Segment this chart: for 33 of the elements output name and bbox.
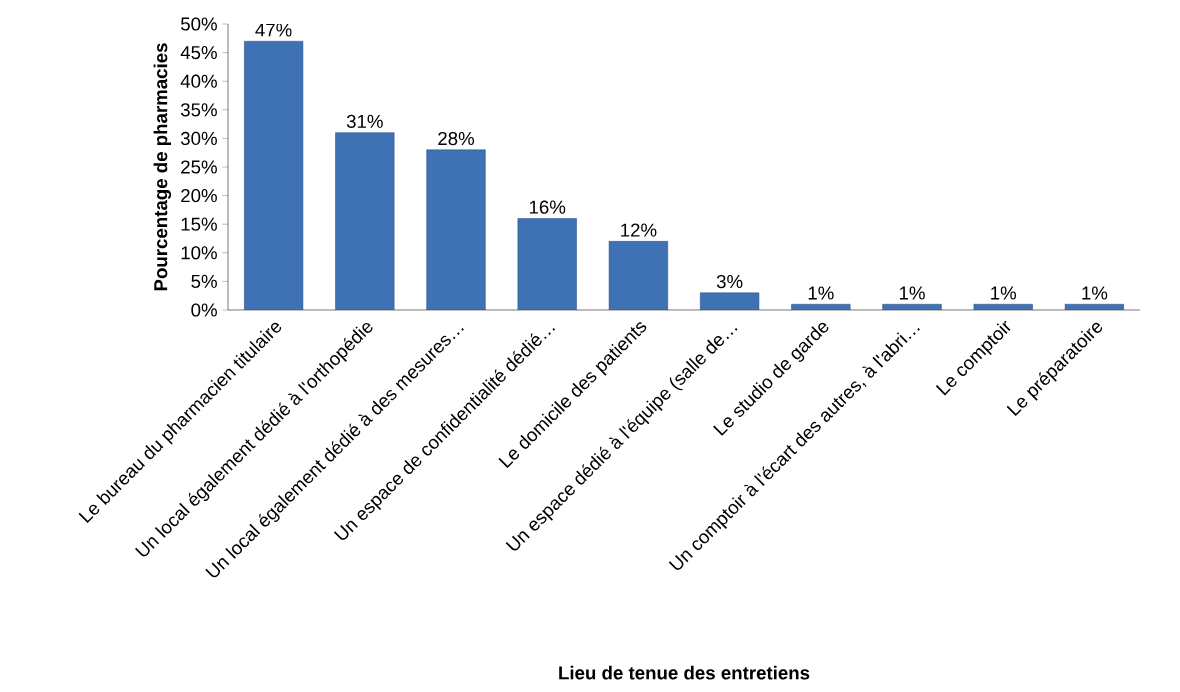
data-label: 47%	[255, 23, 292, 37]
y-tick-label: 25%	[181, 160, 217, 174]
y-tick-label: 10%	[181, 246, 217, 260]
x-axis-title: Lieu de tenue des entretiens	[559, 665, 810, 680]
data-label: 1%	[1082, 286, 1108, 300]
data-label: 16%	[529, 200, 566, 214]
y-tick-label: 5%	[191, 274, 217, 288]
bar	[335, 132, 395, 310]
bar	[973, 304, 1033, 310]
y-tick-label: 40%	[180, 74, 217, 88]
data-label: 28%	[438, 131, 475, 146]
bar	[244, 40, 304, 310]
data-label: 3%	[716, 274, 743, 289]
bar	[791, 304, 851, 310]
y-axis-title: Pourcentage de pharmacies	[153, 43, 172, 291]
bar	[882, 304, 942, 310]
y-tick-label: 15%	[181, 217, 217, 231]
bar	[608, 241, 669, 310]
bar	[426, 149, 486, 310]
data-label: 1%	[899, 286, 925, 300]
y-tick-label: 20%	[181, 188, 217, 203]
data-label: 1%	[991, 286, 1017, 300]
bar	[700, 292, 760, 310]
y-tick-label: 30%	[180, 131, 217, 146]
y-tick-label: 0%	[191, 303, 217, 317]
data-label: 31%	[346, 114, 383, 128]
data-label: 12%	[621, 223, 657, 237]
bar	[1064, 304, 1125, 310]
data-label: 1%	[808, 286, 834, 300]
bar	[517, 218, 577, 310]
y-tick-label: 50%	[180, 17, 217, 31]
y-tick-label: 35%	[180, 103, 217, 117]
y-tick-label: 45%	[180, 46, 217, 60]
